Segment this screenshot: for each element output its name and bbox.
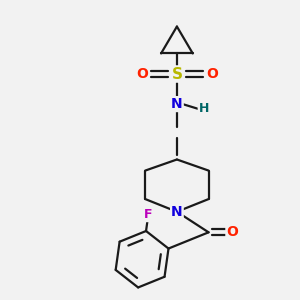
Text: O: O (206, 67, 218, 81)
Text: O: O (136, 67, 148, 81)
Text: F: F (144, 208, 153, 221)
Text: H: H (199, 102, 209, 115)
Text: N: N (171, 205, 183, 219)
Text: O: O (226, 225, 238, 239)
Text: N: N (171, 97, 183, 111)
Text: S: S (171, 67, 182, 82)
